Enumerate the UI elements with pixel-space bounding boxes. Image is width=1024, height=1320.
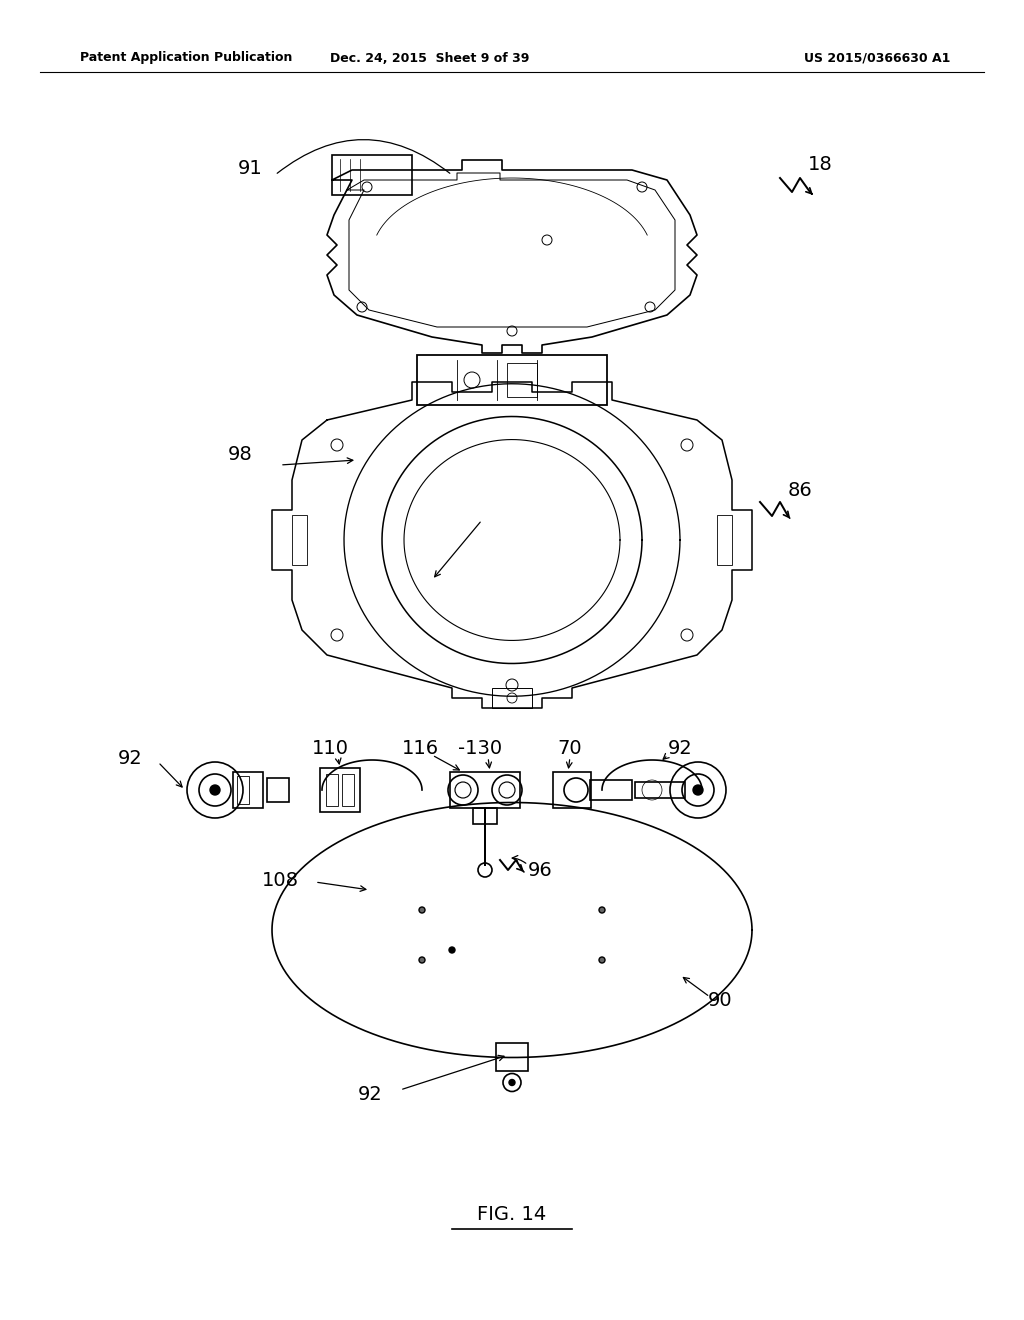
Text: Patent Application Publication: Patent Application Publication [80,51,293,65]
Text: FIG. 14: FIG. 14 [477,1205,547,1225]
Bar [717,515,732,565]
Text: 96: 96 [527,861,552,879]
Text: 18: 18 [808,156,833,174]
Bar [267,777,289,803]
Circle shape [449,946,455,953]
Bar [292,515,307,565]
Bar [450,772,520,808]
Bar [417,355,607,405]
Circle shape [693,785,703,795]
Bar [326,774,338,807]
Text: 108: 108 [261,870,299,890]
Bar [342,774,354,807]
Circle shape [599,957,605,964]
Bar [332,154,412,195]
Bar [237,776,249,804]
Text: 70: 70 [558,738,583,758]
Text: Dec. 24, 2015  Sheet 9 of 39: Dec. 24, 2015 Sheet 9 of 39 [331,51,529,65]
Text: -130: -130 [458,738,502,758]
Bar [496,1043,528,1071]
Bar [473,808,497,824]
Bar [553,772,591,808]
Circle shape [419,907,425,913]
Bar [233,772,263,808]
Circle shape [509,1080,515,1085]
Text: 110: 110 [311,738,348,758]
Text: 116: 116 [401,738,438,758]
Text: US 2015/0366630 A1: US 2015/0366630 A1 [804,51,950,65]
Bar [492,688,532,708]
Bar [635,781,685,799]
Text: 92: 92 [357,1085,382,1105]
Circle shape [210,785,220,795]
Text: 92: 92 [668,738,692,758]
Circle shape [599,907,605,913]
Text: 91: 91 [238,158,262,177]
Text: 98: 98 [227,446,252,465]
Bar [507,363,537,397]
Bar [319,768,360,812]
Text: 92: 92 [118,748,142,767]
Circle shape [419,957,425,964]
Text: 90: 90 [708,990,732,1010]
Text: 86: 86 [787,480,812,499]
Bar [590,780,632,800]
